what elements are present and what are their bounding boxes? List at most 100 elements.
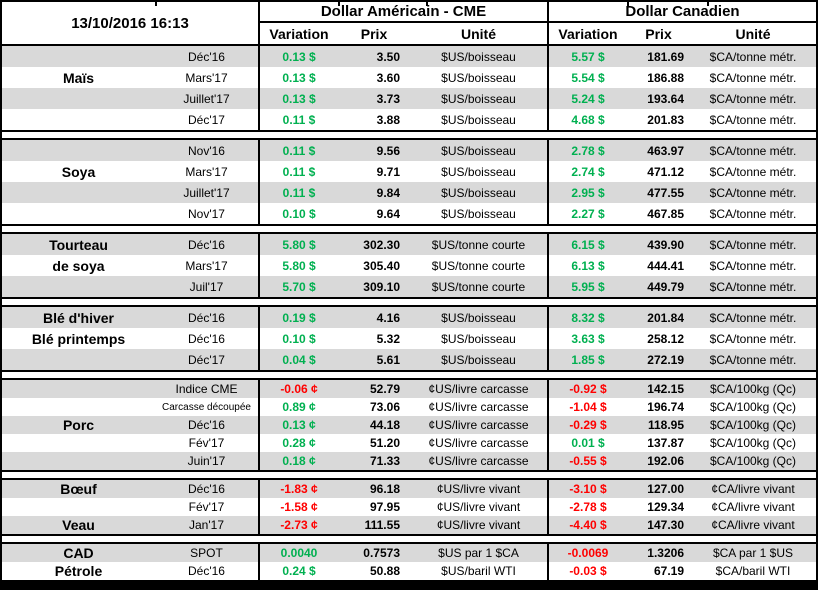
contract-month-label: Déc'16 [188,49,225,64]
ca-unit-column-header: Unité [735,25,771,42]
column-tick [338,2,340,6]
us-unit-label: ¢US/livre carcasse [428,454,529,468]
ca-unit-label: $CA/tonne métr. [709,310,797,325]
us-variation-value: 0.11 $ [258,140,338,161]
ca-price-value: 449.79 [647,279,684,294]
contract-month-label: Carcasse découpée [162,401,251,413]
column-tick [707,2,709,6]
ca-variation-value: 0.01 $ [547,434,627,452]
us-price-value: 9.84 [376,185,400,200]
us-variation-value: -0.06 ¢ [258,380,338,398]
ca-price-value: 129.34 [647,500,684,514]
contract-month-label: Nov'16 [188,143,225,158]
ca-unit-label: $CA/tonne métr. [709,279,797,294]
contract-month-label: Déc'16 [188,331,225,346]
us-price-value: 309.10 [363,279,400,294]
ca-price-value: 477.55 [647,185,684,200]
us-price-value: 5.32 [376,331,400,346]
us-price-column-header: Prix [360,25,388,42]
us-variation-value: 0.19 $ [258,307,338,328]
ca-price-value: 147.30 [647,518,684,532]
us-unit-label: ¢US/livre carcasse [428,400,529,414]
ca-price-value: 142.15 [647,382,684,396]
us-price-value: 3.88 [376,112,400,127]
ca-price-value: 118.95 [647,418,684,432]
table-row: Pétrole Déc'16 0.24 $ 50.88 $US/baril WT… [2,562,816,580]
ca-price-value: 137.87 [647,436,684,450]
ca-variation-value: 3.63 $ [547,328,627,349]
ca-variation-value: 2.95 $ [547,182,627,203]
ca-variation-value: 5.95 $ [547,276,627,297]
category-label [2,349,155,370]
ca-variation-value: -1.04 $ [547,398,627,416]
us-unit-label: $US/boisseau [441,91,516,106]
us-price-value: 44.18 [369,418,400,432]
us-variation-value: 0.24 $ [258,562,338,580]
us-unit-label: $US/tonne courte [431,258,526,273]
ca-unit-label: $CA/100kg (Qc) [709,418,797,432]
ca-variation-value: 1.85 $ [547,349,627,370]
table-row: Fév'17 -1.58 ¢ 97.95 ¢US/livre vivant -2… [2,498,816,516]
category-label [2,452,155,470]
us-unit-label: ¢US/livre vivant [436,500,521,514]
us-price-value: 3.73 [376,91,400,106]
section-porc: Indice CME -0.06 ¢ 52.79 ¢US/livre carca… [2,378,816,472]
us-variation-value: 0.13 $ [258,88,338,109]
category-label [2,203,155,224]
us-variation-value: 0.89 ¢ [258,398,338,416]
ca-unit-label: $CA/tonne métr. [709,49,797,64]
us-variation-value: 0.28 ¢ [258,434,338,452]
ca-price-value: 258.12 [647,331,684,346]
ca-price-value: 196.74 [647,400,684,414]
category-label [2,398,155,416]
ca-variation-value: 8.32 $ [547,307,627,328]
table-row: Nov'16 0.11 $ 9.56 $US/boisseau 2.78 $ 4… [2,140,816,161]
contract-month-label: Déc'17 [188,112,225,127]
table-row: Déc'16 0.13 $ 3.50 $US/boisseau 5.57 $ 1… [2,46,816,67]
column-tick [155,2,157,6]
us-unit-label: $US/boisseau [441,331,516,346]
section-boeuf-veau: Bœuf Déc'16 -1.83 ¢ 96.18 ¢US/livre viva… [2,478,816,536]
us-price-value: 9.71 [376,164,400,179]
category-label [2,434,155,452]
ca-variation-value: 2.78 $ [547,140,627,161]
us-variation-value: 0.04 $ [258,349,338,370]
category-label: Veau [62,517,95,533]
ca-price-value: 127.00 [647,482,684,496]
ca-price-value: 272.19 [647,352,684,367]
ca-unit-label: $CA par 1 $US [712,546,794,560]
section-tourteau-de-soya: Tourteau Déc'16 5.80 $ 302.30 $US/tonne … [2,232,816,299]
us-variation-column-header: Variation [258,23,338,44]
table-row: Indice CME -0.06 ¢ 52.79 ¢US/livre carca… [2,380,816,398]
us-price-value: 111.55 [364,518,400,532]
us-unit-label: $US/boisseau [441,352,516,367]
column-tick [627,2,629,6]
us-unit-label: $US/boisseau [441,206,516,221]
contract-month-label: Déc'16 [188,564,225,578]
us-unit-label: $US/boisseau [441,143,516,158]
ca-variation-value: 5.57 $ [547,46,627,67]
ca-variation-value: -2.78 $ [547,498,627,516]
ca-variation-value: 5.24 $ [547,88,627,109]
us-variation-value: 0.13 $ [258,46,338,67]
us-variation-value: -1.83 ¢ [258,480,338,498]
us-variation-value: 0.10 $ [258,203,338,224]
us-price-value: 71.33 [369,454,400,468]
contract-month-label: Déc'16 [188,482,225,496]
us-price-value: 52.79 [369,382,400,396]
us-price-value: 305.40 [363,258,400,273]
ca-variation-value: -0.92 $ [547,380,627,398]
table-row: de soya Mars'17 5.80 $ 305.40 $US/tonne … [2,255,816,276]
category-label [2,498,155,516]
ca-variation-value: -0.29 $ [547,416,627,434]
ca-price-column-header: Prix [645,25,672,42]
table-header: 13/10/2016 16:13 Dollar Américain - CME … [2,2,816,46]
table-row: Blé printemps Déc'16 0.10 $ 5.32 $US/boi… [2,328,816,349]
ca-price-value: 181.69 [647,49,684,64]
category-label [2,380,155,398]
ca-variation-value: -0.55 $ [547,452,627,470]
ca-unit-label: $CA/100kg (Qc) [709,436,797,450]
category-label: Pétrole [54,563,103,579]
ca-unit-label: ¢CA/livre vivant [711,518,795,532]
ca-unit-label: $CA/100kg (Qc) [709,382,797,396]
